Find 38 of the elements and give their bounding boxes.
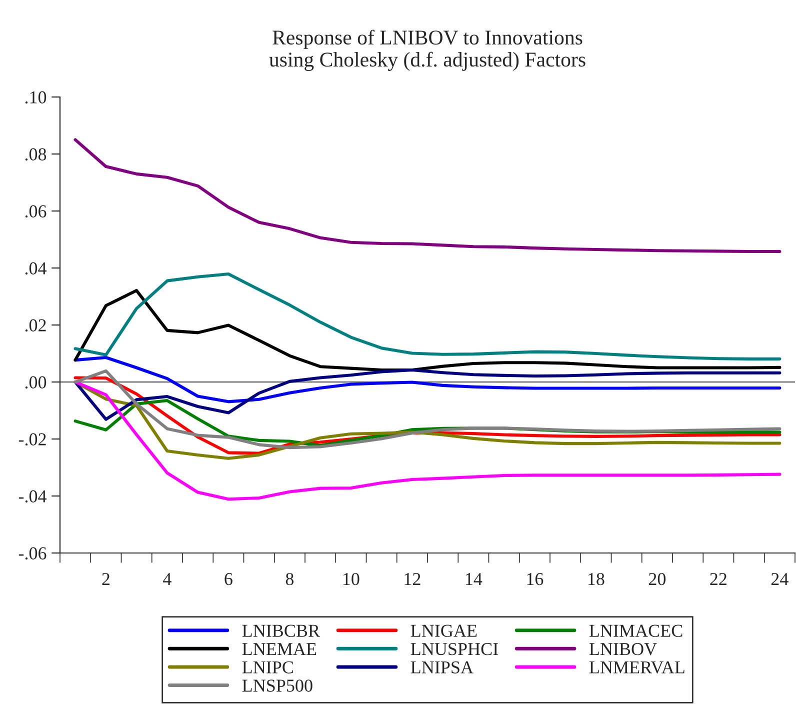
y-tick-label: .08 (25, 148, 46, 161)
legend-label: LNMERVAL (589, 661, 684, 674)
legend-label: LNIMACEC (589, 624, 682, 637)
x-tick-label: 16 (527, 573, 544, 586)
x-tick-label: 10 (344, 572, 360, 586)
line-series (74, 288, 782, 372)
legend-label: LNEMAE (242, 643, 316, 655)
line-series (74, 272, 782, 360)
y-tick-label: -.04 (18, 490, 47, 503)
x-tick-label: 2 (102, 573, 110, 585)
y-tick-label: .02 (25, 319, 46, 332)
y-tick-label: .06 (25, 205, 46, 218)
legend-label: LNIPSA (410, 661, 474, 674)
x-tick-label: 14 (466, 573, 482, 585)
x-tick-label: 24 (771, 573, 788, 585)
line-series (74, 368, 782, 421)
x-tick-label: 22 (710, 573, 726, 585)
x-tick-label: 12 (404, 573, 420, 585)
legend-label: LNSP500 (242, 680, 312, 692)
y-tick-label: -.06 (18, 547, 46, 560)
x-tick-label: 4 (163, 573, 172, 585)
x-tick-label: 18 (588, 572, 604, 586)
y-tick-label: .04 (25, 262, 47, 275)
y-tick-label: .10 (25, 91, 46, 104)
line-series (74, 380, 782, 501)
legend-label: LNIPC (242, 661, 293, 674)
x-tick-label: 8 (286, 572, 294, 586)
legend-label: LNIBOV (589, 643, 657, 656)
legend-label: LNIGAE (410, 624, 477, 637)
x-tick-label: 6 (224, 573, 232, 586)
x-tick-label: 20 (648, 572, 666, 586)
y-tick-label: -.02 (18, 433, 46, 446)
chart-title: Response of LNIBOV to Innovations using Cholesky (d.f. adjusted) Factors (269, 30, 586, 71)
y-tick-label: .00 (25, 376, 46, 389)
line-series (74, 138, 782, 253)
line-series (74, 356, 782, 404)
legend-label: LNIBCBR (242, 624, 320, 637)
legend-label: LNUSPHCI (410, 643, 498, 656)
